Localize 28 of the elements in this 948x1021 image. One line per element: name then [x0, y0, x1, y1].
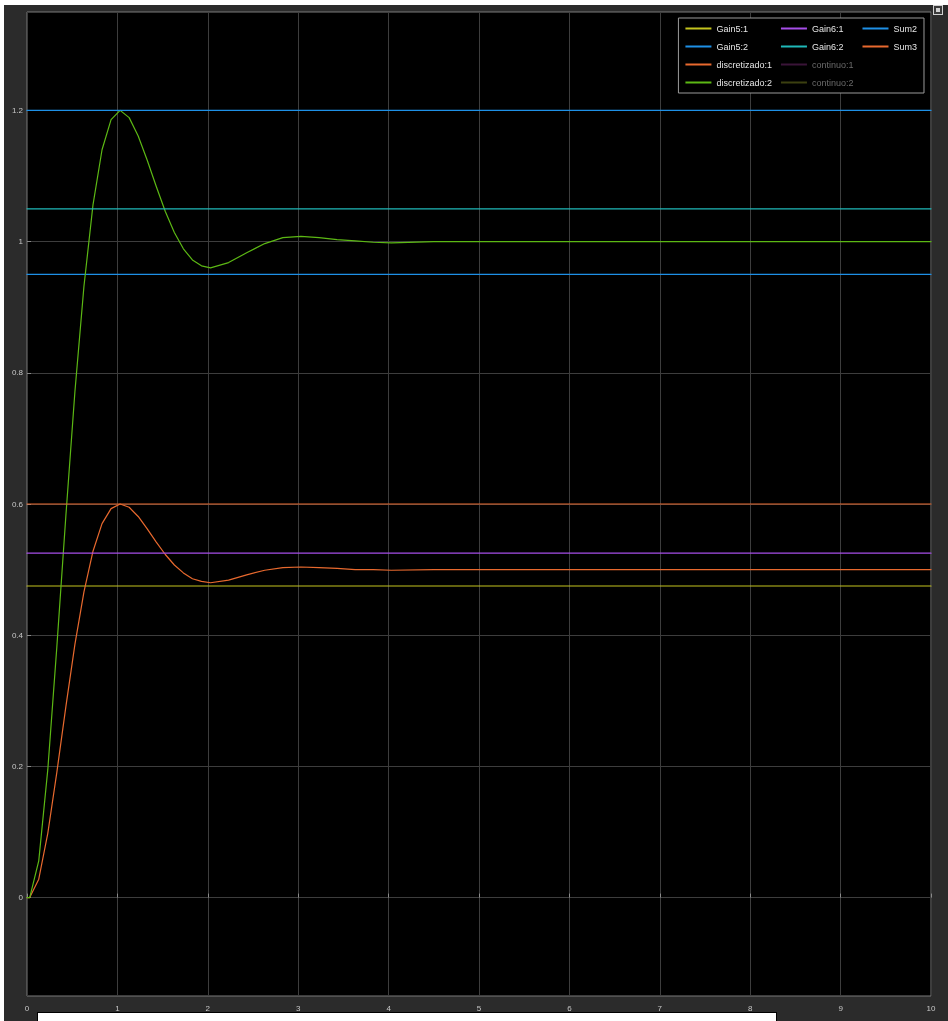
legend-label: Gain5:2 — [716, 41, 748, 52]
y-tick-label: 1 — [18, 237, 24, 247]
y-tick-label: 0.2 — [11, 761, 24, 771]
x-tick-label: 5 — [476, 1003, 482, 1013]
legend-label: Gain6:2 — [811, 41, 844, 52]
x-tick-label: 2 — [205, 1003, 211, 1013]
y-tick-label: 0.6 — [11, 499, 24, 509]
y-tick-label: 0.4 — [11, 630, 24, 640]
y-tick-label: 0.8 — [11, 368, 24, 378]
legend-label: Gain5:1 — [716, 23, 748, 34]
x-tick-label: 3 — [295, 1003, 301, 1013]
legend-label: continuo:2 — [811, 77, 854, 88]
y-tick-label: 0 — [18, 893, 24, 903]
x-tick-label: 6 — [567, 1003, 573, 1013]
legend-label: Sum2 — [893, 23, 917, 34]
x-tick-label: 8 — [747, 1003, 753, 1013]
legend-label: discretizado:2 — [716, 77, 772, 88]
x-tick-label: 4 — [386, 1003, 392, 1013]
legend-label: continuo:1 — [811, 59, 854, 70]
legend-label: discretizado:1 — [716, 59, 772, 70]
x-tick-label: 10 — [926, 1003, 936, 1013]
line-series — [26, 109, 932, 899]
x-tick-label: 9 — [838, 1003, 844, 1013]
x-tick-label: 7 — [657, 1003, 663, 1013]
legend-label: Gain6:1 — [811, 23, 844, 34]
legend-label: Sum3 — [893, 41, 917, 52]
y-tick-label: 1.2 — [11, 105, 24, 115]
x-tick-label: 1 — [115, 1003, 121, 1013]
